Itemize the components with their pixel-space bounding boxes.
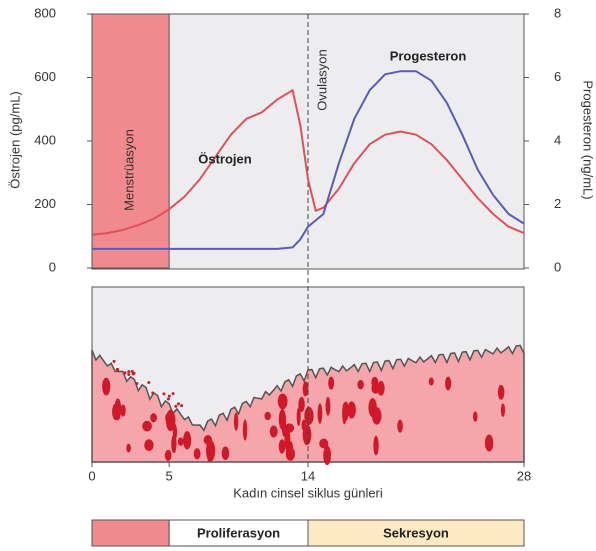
gland (497, 384, 505, 400)
shed-tissue (130, 369, 134, 373)
shed-tissue (180, 404, 184, 408)
phase-label: Proliferasyon (197, 525, 280, 540)
gland (296, 407, 301, 426)
gland (242, 419, 248, 441)
shed-tissue (176, 402, 180, 406)
gland (285, 447, 296, 461)
y2-tick-label: 2 (554, 196, 561, 211)
gland (371, 383, 380, 394)
gland (264, 411, 271, 421)
gland (171, 434, 177, 454)
shed-tissue (127, 372, 131, 376)
gland (428, 377, 434, 386)
gland (298, 396, 305, 413)
gland (120, 404, 126, 417)
y2-tick-label: 6 (554, 69, 561, 84)
gland (284, 429, 291, 451)
x-tick-label: 28 (517, 468, 531, 483)
shed-tissue (171, 392, 175, 396)
x-tick-label: 5 (166, 468, 173, 483)
gland (183, 431, 192, 450)
gland (484, 434, 494, 452)
gland (221, 446, 230, 461)
gland (342, 402, 347, 425)
y-tick-label: 600 (34, 69, 56, 84)
gland (269, 425, 278, 438)
annotation: Menstrüasyon (121, 129, 136, 211)
phase-label: Sekresyon (383, 525, 449, 540)
y2-tick-label: 0 (554, 259, 561, 274)
gland (142, 420, 152, 432)
shed-tissue (127, 370, 131, 374)
gland (317, 403, 323, 424)
gland (278, 408, 286, 430)
series-line (92, 70, 525, 250)
series-line (91, 89, 525, 236)
y-tick-label: 400 (34, 132, 56, 147)
gland (177, 437, 184, 446)
gland (397, 419, 403, 433)
shed-tissue (167, 394, 171, 398)
gland (328, 376, 335, 390)
gland (323, 445, 332, 466)
marks: 0 200 400 600 800 0 2 4 6 8 0 5 14 28 Proliferasyon Sek… (34, 5, 561, 547)
gland (304, 406, 314, 425)
x-tick-label: 0 (88, 468, 95, 483)
shed-tissue (116, 367, 120, 371)
gland (144, 439, 154, 452)
y2-tick-label: 8 (554, 5, 561, 20)
phase-segment (91, 519, 170, 547)
gland (193, 448, 201, 460)
x-axis-label: Kadın cinsel siklus günleri (233, 485, 383, 500)
phase-segment (307, 519, 525, 547)
gland (207, 448, 212, 462)
shed-tissue (151, 391, 155, 395)
shed-tissue (147, 381, 151, 385)
gland (302, 424, 312, 446)
gland (347, 401, 356, 419)
gland (325, 396, 331, 416)
gland (500, 403, 506, 417)
shed-tissue (123, 371, 127, 375)
gland (164, 449, 172, 462)
gland (277, 393, 288, 410)
y-axis-label: Östrojen (pg/mL) (7, 91, 22, 189)
gland (377, 380, 385, 396)
y2-axis-label: Progesteron (ng/mL) (581, 80, 596, 199)
shed-tissue (131, 372, 135, 376)
gland (150, 413, 157, 423)
shed-tissue (135, 382, 139, 386)
y-tick-label: 800 (34, 5, 56, 20)
gland (165, 413, 170, 423)
y-tick-label: 200 (34, 196, 56, 211)
endometrium (91, 344, 525, 463)
gland (368, 398, 377, 418)
gland (472, 411, 478, 422)
series-label: Progesteron (390, 48, 467, 63)
gland (102, 377, 111, 396)
gland (114, 398, 122, 421)
gland (233, 412, 239, 431)
gland (445, 376, 452, 391)
gland (126, 443, 131, 453)
shed-tissue (174, 404, 178, 408)
annotation: Ovulasyon (314, 49, 329, 110)
shed-tissue (166, 397, 170, 401)
series-label: Östrojen (198, 151, 252, 166)
shed-tissue (162, 392, 166, 396)
x-tick-label: 14 (301, 468, 315, 483)
gland (302, 381, 309, 397)
gland (373, 435, 379, 456)
menstruation-shade (91, 13, 170, 269)
gland (357, 379, 364, 390)
y-tick-label: 0 (49, 259, 56, 274)
gland (284, 423, 295, 433)
y2-tick-label: 4 (554, 132, 561, 147)
gland (278, 439, 286, 454)
shed-tissue (112, 359, 116, 363)
